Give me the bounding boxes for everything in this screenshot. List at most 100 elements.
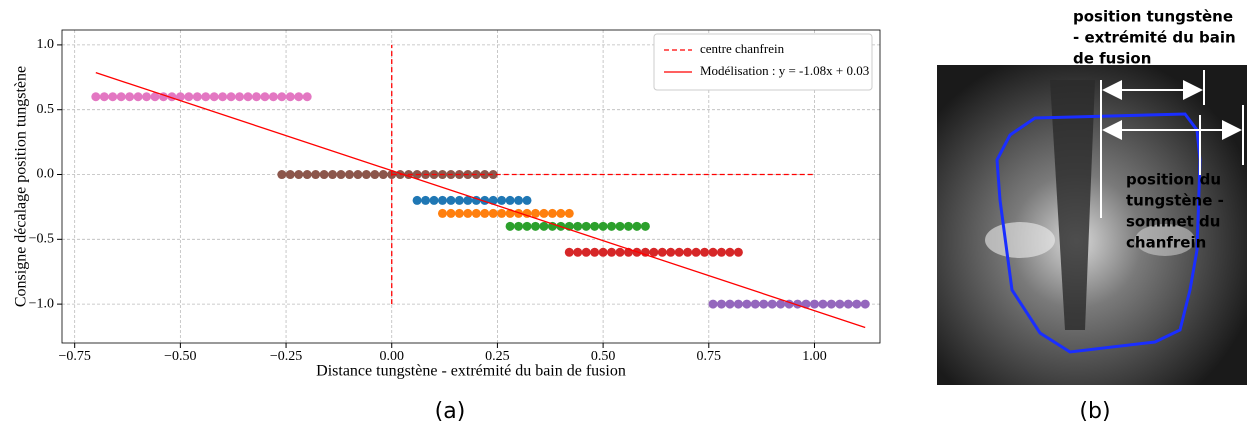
point — [285, 92, 295, 102]
point — [336, 170, 346, 180]
point — [514, 208, 524, 218]
point — [285, 170, 295, 180]
point — [530, 208, 540, 218]
legend-label: Modélisation : y = -1.08x + 0.03 — [700, 63, 869, 78]
point — [539, 208, 549, 218]
line — [391, 44, 815, 305]
point — [666, 247, 676, 257]
point — [488, 208, 498, 218]
point — [733, 299, 743, 309]
point — [742, 299, 752, 309]
point — [125, 92, 135, 102]
point — [99, 92, 109, 102]
point — [530, 221, 540, 231]
point — [564, 208, 574, 218]
reflection — [985, 222, 1055, 258]
dimension-lines — [1100, 70, 1244, 218]
point — [133, 92, 143, 102]
point — [547, 208, 557, 218]
point — [454, 195, 464, 205]
point — [835, 299, 845, 309]
point — [91, 92, 101, 102]
point — [235, 92, 245, 102]
point — [598, 221, 608, 231]
chart: −0.75 −0.50 −0.25 0.00 0.25 0.50 0.75 1.00 −1.0 −… — [13, 29, 881, 380]
point — [116, 92, 126, 102]
point — [497, 195, 507, 205]
line — [95, 72, 866, 329]
point — [725, 247, 735, 257]
point — [657, 247, 667, 257]
point — [826, 299, 836, 309]
point — [607, 221, 617, 231]
point — [776, 299, 786, 309]
point — [480, 170, 490, 180]
point — [311, 170, 321, 180]
point — [691, 247, 701, 257]
point — [505, 221, 515, 231]
image-panel: position tungstène - extrémité du bain de … — [937, 8, 1247, 385]
annotation: position tungstène — [1073, 8, 1233, 26]
point — [201, 92, 211, 102]
legend-box — [653, 33, 873, 91]
x-tick-label: 0.25 — [485, 349, 510, 364]
point — [421, 195, 431, 205]
point — [716, 247, 726, 257]
point — [514, 221, 524, 231]
point — [243, 92, 253, 102]
point — [361, 170, 371, 180]
point — [623, 221, 633, 231]
point — [514, 195, 524, 205]
point — [471, 208, 481, 218]
point — [268, 92, 278, 102]
legend: centre chanfrein Modélisation : y = -1.08… — [653, 33, 873, 91]
point — [463, 195, 473, 205]
point — [378, 170, 388, 180]
point — [607, 247, 617, 257]
point — [446, 208, 456, 218]
annotation: tungstène - — [1126, 192, 1224, 210]
point — [446, 195, 456, 205]
point — [809, 299, 819, 309]
point — [260, 92, 270, 102]
point — [759, 299, 769, 309]
point — [226, 92, 236, 102]
point — [437, 208, 447, 218]
annotation: position du — [1126, 171, 1221, 189]
point — [302, 170, 312, 180]
y-tick-label: 1.0 — [37, 37, 55, 52]
point — [175, 92, 185, 102]
point — [581, 221, 591, 231]
point — [437, 195, 447, 205]
x-tick-label: 0.50 — [591, 349, 616, 364]
annotation: de fusion — [1073, 50, 1151, 68]
point — [683, 247, 693, 257]
point — [640, 221, 650, 231]
x-tick-label: −0.50 — [164, 349, 196, 364]
point — [251, 92, 261, 102]
point — [277, 170, 287, 180]
point — [209, 92, 219, 102]
x-tick-label: 0.00 — [379, 349, 404, 364]
point — [294, 92, 304, 102]
x-tick-label: −0.25 — [270, 349, 302, 364]
point — [108, 92, 118, 102]
x-tick-label: 1.00 — [802, 349, 827, 364]
annotation: sommet du — [1126, 213, 1220, 231]
point — [505, 195, 515, 205]
point — [598, 247, 608, 257]
point — [852, 299, 862, 309]
point — [801, 299, 811, 309]
pool-outline — [995, 112, 1202, 354]
tungsten — [1050, 80, 1095, 330]
axes-frame — [61, 29, 881, 344]
point — [581, 247, 591, 257]
point — [294, 170, 304, 180]
x-axis-label: Distance tungstène - extrémité du bain d… — [316, 363, 626, 380]
y-tick-label: −1.0 — [29, 296, 54, 311]
y-tick-label: −0.5 — [29, 232, 54, 247]
y-axis-label: Consigne décalage position tungstène — [13, 66, 30, 307]
point — [708, 247, 718, 257]
point — [353, 170, 363, 180]
